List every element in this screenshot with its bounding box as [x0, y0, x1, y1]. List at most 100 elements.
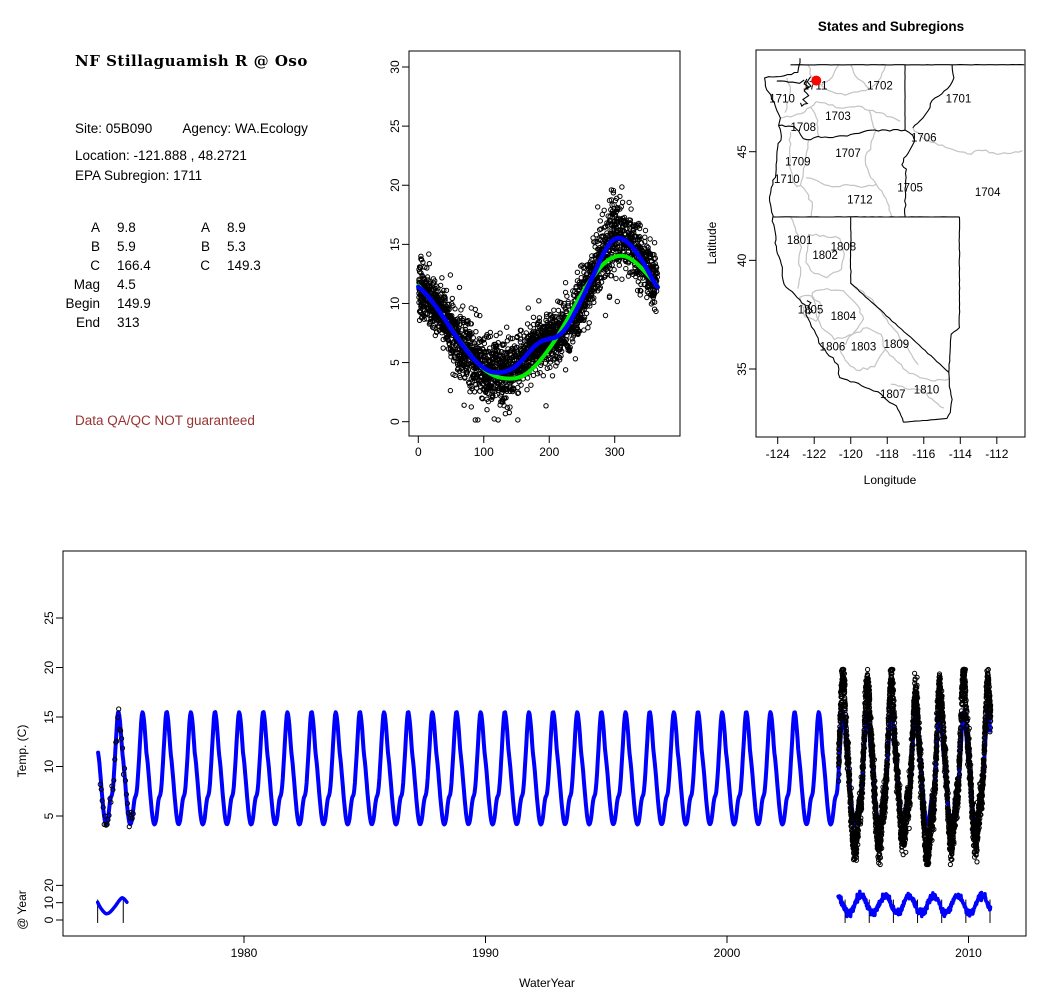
param-row-left: B 5.9 [58, 237, 151, 256]
seasonal-y-tick-label: 15 [388, 237, 402, 251]
subregion-boundary [850, 282, 919, 366]
subregion-boundary [850, 64, 886, 90]
param-key: Begin [65, 296, 100, 311]
inset-density-early [95, 896, 129, 916]
subregion-label: 1712 [847, 195, 873, 207]
param-value: 9.8 [117, 220, 136, 235]
map-y-tick-label: 35 [735, 362, 749, 376]
subregion-label: 1705 [897, 183, 923, 195]
param-key: C [200, 258, 210, 273]
wa-or-border-outline [778, 124, 906, 141]
subregion-label: 1710 [774, 174, 800, 186]
timeseries-x-tick-label: 1990 [472, 946, 499, 960]
epa-subregion: EPA Subregion: 1711 [75, 168, 203, 183]
subregion-label: 1702 [867, 81, 893, 93]
observed-scatter-points [416, 184, 660, 423]
subregion-label: 1802 [812, 250, 838, 262]
seasonal-y-tick-label: 20 [388, 178, 402, 192]
subregion-label: 1803 [851, 341, 877, 353]
subregion-label: 1707 [835, 148, 861, 160]
seasonal-y-tick-label: 10 [388, 296, 402, 310]
param-row-right: B 5.3 [168, 237, 261, 256]
subregion-boundary [868, 110, 877, 131]
map-title: States and Subregions [817, 19, 965, 34]
timeseries-x-tick-label: 2000 [714, 946, 741, 960]
subregion-boundary [805, 233, 845, 279]
subregion-boundary [815, 101, 901, 122]
map-x-tick-label: -116 [912, 447, 935, 461]
param-value: 149.3 [227, 258, 261, 273]
seasonal-y-tick-label: 0 [388, 418, 402, 425]
seasonal-x-tick-label: 200 [539, 445, 559, 459]
subregion-boundary [799, 294, 823, 323]
subregion-label: 1804 [831, 311, 857, 323]
subregion-boundary [810, 106, 820, 137]
subregion-boundary [912, 127, 1023, 155]
param-key: B [90, 239, 100, 254]
site-agency-row: Site: 05B090 Agency: WA.Ecology [75, 121, 308, 136]
seasonal-plot: 0 100 200 300 0 5 10 15 20 25 30 [388, 50, 681, 459]
map-y-tick-label: 40 [735, 253, 749, 267]
param-row-right: C 149.3 [168, 256, 261, 275]
inset-y-tick-label: 0 [42, 916, 56, 923]
site-info-panel: NF Stillaguamish R @ Oso Site: 05B090 Ag… [0, 0, 400, 500]
subregion-label: 1805 [798, 304, 824, 316]
subregion-label: 1808 [831, 241, 857, 253]
seasonal-x-tick-label: 100 [474, 445, 494, 459]
subregion-boundary [821, 84, 870, 96]
map-frame [755, 49, 1026, 438]
strait-juan-de-fuca-outline [776, 79, 805, 84]
map-x-tick-label: -112 [985, 447, 1008, 461]
fit-params-left: A 9.8 B 5.9 C 166.4 Mag 4.5 Begin 149.9 End 313 [58, 218, 151, 332]
subregion-map: 1711 170217011710170317081706170717091710… [735, 49, 1026, 461]
seasonal-y-tick-label: 25 [388, 119, 402, 133]
subregion-label: 1801 [787, 235, 813, 247]
coastline-outline [763, 58, 904, 423]
seasonal-x-tick-label: 0 [415, 445, 422, 459]
timeseries-plot: 1980 1990 2000 2010 5 10 15 20 25 0 10 20 [42, 550, 1027, 960]
ca-mexico-border-outline [903, 417, 948, 423]
param-row-left: Begin 149.9 [58, 294, 150, 313]
param-key: End [75, 315, 100, 330]
subregion-boundary [839, 327, 887, 372]
param-key: A [90, 220, 100, 235]
param-row-left: A 9.8 [58, 218, 151, 237]
or-id-border-outline [901, 129, 916, 217]
subregion-boundary [780, 101, 817, 119]
ca-nv-border-outline [849, 216, 953, 419]
inset-y-tick-label: 20 [42, 878, 56, 892]
param-value: 8.9 [227, 220, 246, 235]
param-value: 5.9 [117, 239, 136, 254]
subregion-label: 1810 [914, 385, 940, 397]
subregion-label: 1701 [946, 94, 972, 106]
timeseries-y-tick-label: 5 [42, 812, 56, 819]
map-x-tick-label: -118 [876, 447, 899, 461]
site-id: Site: 05B090 [75, 121, 153, 136]
subregion-label: 1703 [825, 111, 851, 123]
map-x-tick-label: -120 [839, 447, 863, 461]
map-xlabel: Longitude [863, 473, 917, 487]
param-value: 5.3 [227, 239, 246, 254]
timeseries-y-tick-label: 15 [42, 710, 56, 724]
seasonal-y-tick-label: 30 [388, 60, 402, 74]
subregion-boundary [864, 129, 893, 218]
param-key: Mag [73, 277, 100, 292]
param-key: A [200, 220, 210, 235]
subregion-boundary [805, 177, 877, 189]
smooth-fit-curve-blue [416, 235, 660, 375]
subregion-label: 1704 [975, 187, 1001, 199]
subregion-boundary [788, 132, 810, 188]
seasonal-plot-frame [408, 50, 681, 437]
qaqc-warning: Data QA/QC NOT guaranteed [75, 413, 255, 428]
subregion-boundary [789, 216, 803, 289]
page-title: NF Stillaguamish R @ Oso [75, 52, 308, 70]
subregion-boundary [884, 348, 950, 382]
inset-y-tick-label: 10 [42, 896, 56, 910]
inset-density-late [836, 889, 993, 919]
subregion-label: 1806 [820, 341, 846, 353]
timeseries-xlabel: WaterYear [519, 976, 575, 990]
timeseries-frame [62, 550, 1027, 937]
nv-ut-az-border-outline [948, 216, 961, 373]
